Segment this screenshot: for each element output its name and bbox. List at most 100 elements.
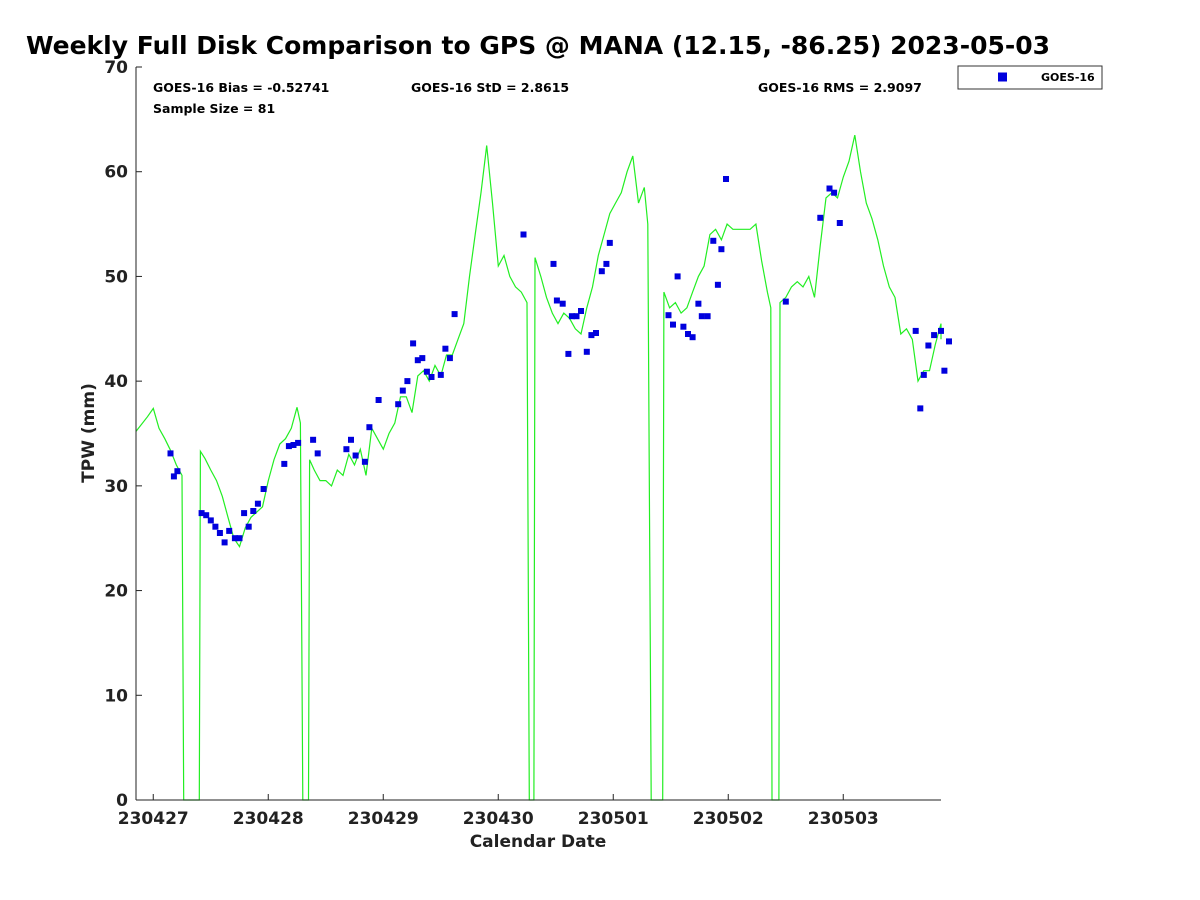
data-point-goes16 <box>404 378 411 385</box>
data-point-goes16 <box>520 231 527 238</box>
data-point-goes16 <box>290 442 297 448</box>
data-point-goes16 <box>553 297 560 304</box>
data-point-goes16 <box>606 239 613 246</box>
data-point-goes16 <box>216 530 223 536</box>
data-point-goes16 <box>437 371 444 378</box>
stat-rms: GOES-16 RMS = 2.9097 <box>758 80 922 95</box>
data-point-goes16 <box>826 185 833 192</box>
data-point-goes16 <box>207 517 214 524</box>
x-tick-label: 230430 <box>463 809 534 829</box>
data-point-goes16 <box>723 176 729 182</box>
data-point-goes16 <box>578 308 584 314</box>
data-point-goes16 <box>718 246 725 253</box>
data-point-goes16 <box>689 334 696 341</box>
y-tick-label: 40 <box>104 372 128 392</box>
data-point-goes16 <box>236 535 243 542</box>
data-point-goes16 <box>241 510 248 517</box>
data-point-goes16 <box>603 260 610 267</box>
data-point-goes16 <box>446 355 453 362</box>
legend: GOES-16 <box>957 65 1103 90</box>
data-point-goes16 <box>583 348 590 355</box>
data-point-goes16 <box>714 281 721 288</box>
data-point-goes16 <box>550 260 557 267</box>
data-point-goes16 <box>704 313 711 320</box>
series-line <box>135 134 942 801</box>
data-point-goes16 <box>170 473 177 480</box>
chart-title: Weekly Full Disk Comparison to GPS @ MAN… <box>26 31 1050 60</box>
data-point-goes16 <box>912 327 919 334</box>
data-point-goes16 <box>285 443 292 450</box>
data-point-goes16 <box>226 527 233 534</box>
legend-label-goes16: GOES-16 <box>1041 71 1095 84</box>
data-point-goes16 <box>695 300 702 307</box>
data-point-goes16 <box>295 439 302 446</box>
data-point-goes16 <box>710 237 717 244</box>
data-point-goes16 <box>343 446 350 453</box>
data-point-goes16 <box>314 450 321 457</box>
y-tick-label: 0 <box>116 791 128 811</box>
data-point-goes16 <box>925 342 932 349</box>
data-point-goes16 <box>698 313 705 320</box>
data-point-goes16 <box>782 298 789 305</box>
data-point-goes16 <box>428 374 435 380</box>
x-tick-label: 230428 <box>233 809 304 829</box>
data-point-goes16 <box>680 323 687 330</box>
data-point-goes16 <box>665 312 672 319</box>
data-point-goes16 <box>423 368 430 375</box>
data-point-goes16 <box>174 468 181 475</box>
data-point-goes16 <box>568 313 575 320</box>
data-point-goes16 <box>361 458 368 465</box>
data-point-goes16 <box>399 387 406 394</box>
data-point-goes16 <box>395 401 402 408</box>
data-point-goes16 <box>931 332 938 339</box>
series-points-goes16 <box>167 176 952 546</box>
data-point-goes16 <box>348 436 354 443</box>
x-axis-ticks: 230427 230428 230429 230430 230501 230502 2305… <box>118 794 879 829</box>
y-tick-label: 70 <box>104 58 128 78</box>
data-point-goes16 <box>565 350 572 357</box>
data-point-goes16 <box>167 450 174 457</box>
data-point-goes16 <box>573 313 580 320</box>
x-tick-label: 230429 <box>348 809 419 829</box>
data-point-goes16 <box>414 357 421 364</box>
stat-bias: GOES-16 Bias = -0.52741 <box>153 80 329 95</box>
data-point-goes16 <box>260 486 267 492</box>
data-point-goes16 <box>352 452 359 459</box>
data-point-goes16 <box>559 300 566 307</box>
data-point-goes16 <box>212 523 219 530</box>
data-point-goes16 <box>685 331 691 337</box>
legend-marker-goes16 <box>998 72 1007 82</box>
data-point-goes16 <box>920 371 927 378</box>
y-axis-label: TPW (mm) <box>79 383 99 483</box>
x-tick-label: 230502 <box>693 809 764 829</box>
data-point-goes16 <box>674 273 681 280</box>
data-point-goes16 <box>281 460 288 467</box>
data-point-goes16 <box>231 535 238 542</box>
data-point-goes16 <box>245 523 252 530</box>
legend-box <box>957 65 1103 90</box>
data-point-goes16 <box>198 510 205 517</box>
data-point-goes16 <box>831 189 838 196</box>
data-point-goes16 <box>588 332 595 339</box>
x-tick-label: 230501 <box>578 809 649 829</box>
y-tick-label: 10 <box>104 686 128 706</box>
data-point-goes16 <box>254 500 261 507</box>
data-point-goes16 <box>917 405 924 412</box>
data-point-goes16 <box>941 367 948 374</box>
y-tick-label: 30 <box>104 477 128 497</box>
data-point-goes16 <box>817 214 824 221</box>
x-axis-label: Calendar Date <box>470 832 607 852</box>
data-point-goes16 <box>451 311 458 318</box>
data-point-goes16 <box>442 345 449 352</box>
y-tick-label: 50 <box>104 267 128 287</box>
data-point-goes16 <box>203 512 210 519</box>
y-tick-label: 20 <box>104 582 128 602</box>
data-point-goes16 <box>221 539 228 546</box>
data-point-goes16 <box>250 508 257 514</box>
data-point-goes16 <box>836 220 843 226</box>
data-point-goes16 <box>419 355 426 362</box>
stat-std: GOES-16 StD = 2.8615 <box>411 80 569 95</box>
plot-area <box>136 67 941 800</box>
data-point-goes16 <box>598 268 605 275</box>
